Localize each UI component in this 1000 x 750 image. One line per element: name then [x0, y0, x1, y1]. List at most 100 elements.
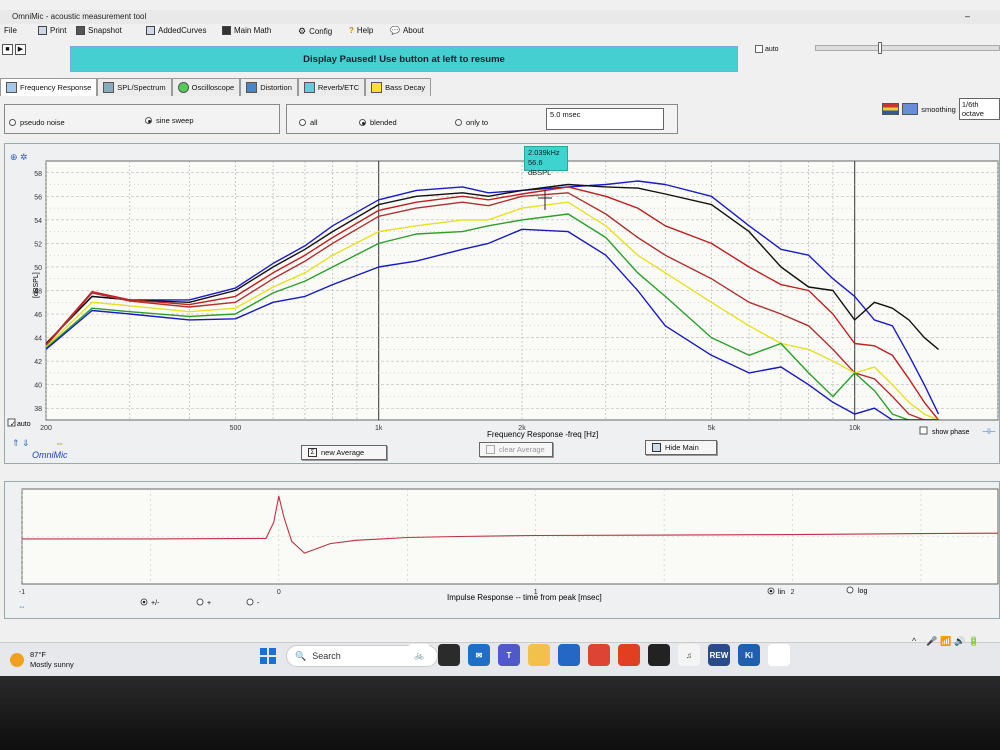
- freq-response-icon: [6, 82, 17, 93]
- chrome-icon[interactable]: [588, 644, 610, 666]
- hide-main-icon: [652, 443, 661, 452]
- menu-config[interactable]: ⚙ Config: [298, 26, 332, 37]
- gate-blended-radio[interactable]: [359, 119, 366, 126]
- gate-only-to-radio[interactable]: [455, 119, 462, 126]
- gate-time-input[interactable]: 5.0 msec: [546, 108, 664, 130]
- auto-check-mark: ✓: [10, 421, 16, 428]
- impulse-plus-label: +: [207, 600, 211, 607]
- y-tick-label: 54: [34, 218, 42, 225]
- store-icon[interactable]: [558, 644, 580, 666]
- bicycle-icon[interactable]: 🚲: [408, 644, 430, 666]
- impulse-x-ticks: -1 0 1 2: [19, 589, 795, 596]
- menu-file[interactable]: File: [4, 26, 17, 35]
- app-screen: OmniMic - acoustic measurement tool – Fi…: [0, 0, 1000, 676]
- weather-desc: Mostly sunny: [30, 660, 74, 669]
- gate-all-option[interactable]: all: [299, 118, 318, 127]
- windows-start-icon[interactable]: [260, 648, 276, 664]
- pseudo-noise-radio[interactable]: [9, 119, 16, 126]
- tray-icon-1[interactable]: 🎤: [926, 636, 938, 646]
- auto-toggle-top[interactable]: auto: [755, 45, 779, 53]
- right-pan-icon[interactable]: ⊣⊢: [982, 427, 996, 436]
- tab-oscilloscope-label: Oscilloscope: [191, 83, 235, 92]
- tab-spl-spectrum-label: SPL/Spectrum: [117, 83, 166, 92]
- overlay-icon[interactable]: [902, 103, 919, 115]
- tray-icon-4[interactable]: 🔋: [968, 636, 980, 646]
- bubble-icon: 💬: [390, 26, 400, 35]
- tab-bar: Frequency Response SPL/Spectrum Oscillos…: [0, 78, 432, 98]
- phone-icon[interactable]: [648, 644, 670, 666]
- tab-distortion[interactable]: Distortion: [240, 78, 298, 96]
- weather-text: 87°F Mostly sunny: [30, 650, 74, 670]
- sine-sweep-radio[interactable]: [145, 117, 152, 124]
- menu-help[interactable]: ? Help: [349, 26, 373, 35]
- level-slider-thumb[interactable]: [878, 42, 882, 54]
- menu-added-curves[interactable]: AddedCurves: [146, 26, 206, 35]
- gate-all-radio[interactable]: [299, 119, 306, 126]
- tab-reverb-etc-label: Reverb/ETC: [317, 83, 360, 92]
- search-placeholder: Search: [312, 651, 341, 661]
- new-average-label: new Average: [321, 448, 365, 457]
- frequency-curve-3: [46, 192, 939, 420]
- menu-file-label: File: [4, 26, 17, 35]
- paused-banner: Display Paused! Use button at left to re…: [70, 46, 738, 72]
- menu-about-label: About: [402, 26, 424, 35]
- menu-print[interactable]: Print: [38, 26, 66, 35]
- y-tick-label: 50: [34, 265, 42, 272]
- itunes-icon[interactable]: ♫: [678, 644, 700, 666]
- pseudo-noise-option[interactable]: pseudo noise: [9, 118, 65, 127]
- auto-checkbox[interactable]: [755, 45, 763, 53]
- scroll-arrows-icon[interactable]: ⇑ ⇓: [12, 438, 30, 448]
- start-tile-4: [269, 657, 276, 664]
- impulse-plus-radio[interactable]: [196, 598, 204, 606]
- ki-icon[interactable]: Ki: [738, 644, 760, 666]
- menu-snapshot[interactable]: Snapshot: [76, 26, 122, 35]
- distortion-icon: [246, 82, 258, 93]
- clear-average-button[interactable]: clear Average: [479, 442, 553, 457]
- tray-icon-3[interactable]: 🔊: [954, 636, 966, 646]
- pan-arrows-icon[interactable]: ⇔: [55, 438, 64, 448]
- tab-oscilloscope[interactable]: Oscilloscope: [171, 78, 241, 96]
- menu-snapshot-label: Snapshot: [88, 26, 122, 35]
- taskbar-search[interactable]: 🔍 Search: [286, 645, 438, 667]
- gate-only-to-option[interactable]: only to: [455, 118, 488, 127]
- tab-frequency-response[interactable]: Frequency Response: [0, 78, 98, 96]
- show-phase-checkbox[interactable]: [919, 426, 928, 435]
- taskview-icon[interactable]: [438, 644, 460, 666]
- hide-main-button[interactable]: Hide Main: [645, 440, 717, 455]
- record-button[interactable]: ■: [2, 44, 13, 55]
- zoom-icon[interactable]: ⊕ ✲: [10, 152, 28, 162]
- mail-icon[interactable]: ✉: [468, 644, 490, 666]
- menu-about[interactable]: 💬 About: [390, 26, 424, 35]
- question-icon: ?: [349, 26, 354, 35]
- window-title: OmniMic - acoustic measurement tool: [12, 12, 147, 21]
- cursor-level: 56.6 dBSPL: [528, 158, 552, 177]
- tray-icon-0[interactable]: ^: [912, 636, 917, 646]
- tab-bass-decay[interactable]: Bass Decay: [365, 78, 432, 96]
- impulse-grid: [21, 488, 999, 585]
- folder-icon[interactable]: [528, 644, 550, 666]
- resume-button[interactable]: ▶: [15, 44, 26, 55]
- sine-sweep-option[interactable]: sine sweep: [145, 116, 194, 125]
- y-axis-label: [dBSPL]: [33, 272, 40, 298]
- teams-icon[interactable]: T: [498, 644, 520, 666]
- impulse-minus-radio[interactable]: [246, 598, 254, 606]
- calculator-icon: [222, 26, 231, 35]
- impulse-pan-icon[interactable]: ⇔: [18, 602, 26, 611]
- weather-widget[interactable]: 87°F Mostly sunny: [10, 650, 74, 670]
- menu-main-math[interactable]: Main Math: [222, 26, 271, 35]
- y-tick-label: 58: [34, 171, 42, 178]
- tray-icon-2[interactable]: 📶: [940, 636, 952, 646]
- tab-reverb-etc[interactable]: Reverb/ETC: [297, 78, 366, 96]
- minimize-button[interactable]: –: [964, 11, 970, 21]
- auto-checkbox-graph[interactable]: [7, 418, 16, 427]
- camera-icon: [76, 26, 85, 35]
- impulse-curves: [22, 495, 999, 554]
- tab-spl-spectrum[interactable]: SPL/Spectrum: [97, 78, 172, 96]
- office-icon[interactable]: [618, 644, 640, 666]
- impulse-log-radio[interactable]: [846, 586, 854, 594]
- signal-type-group: pseudo noise sine sweep: [4, 104, 280, 134]
- omnimic-icon[interactable]: [768, 644, 790, 666]
- gate-blended-option[interactable]: blended: [359, 118, 397, 127]
- rew-icon[interactable]: REW: [708, 644, 730, 666]
